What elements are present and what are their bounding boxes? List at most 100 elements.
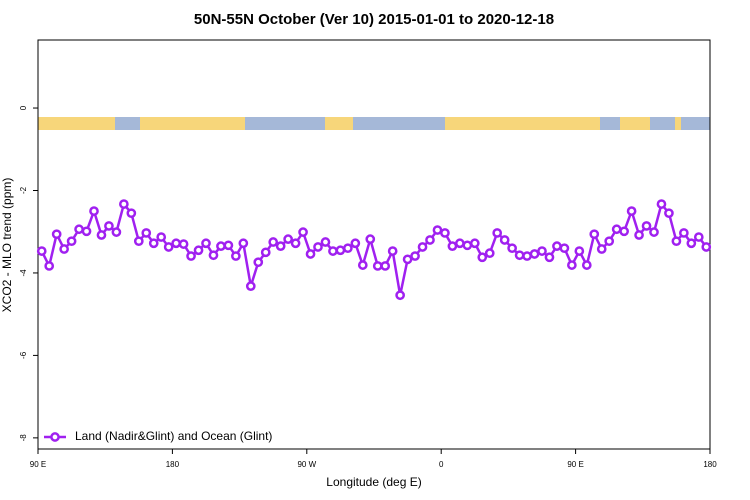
point bbox=[305, 249, 316, 259]
x-tick-label: 180 bbox=[703, 460, 717, 469]
point bbox=[537, 246, 547, 256]
point bbox=[380, 261, 391, 271]
y-tick-label: -8 bbox=[19, 434, 28, 442]
point bbox=[231, 251, 241, 261]
point bbox=[693, 232, 704, 242]
point bbox=[216, 241, 226, 251]
point bbox=[492, 228, 503, 238]
point bbox=[529, 249, 540, 259]
point bbox=[260, 247, 271, 258]
point bbox=[410, 251, 420, 261]
point bbox=[36, 246, 47, 256]
point bbox=[238, 238, 249, 249]
y-tick-label: -4 bbox=[19, 269, 28, 277]
point bbox=[298, 227, 308, 237]
point bbox=[589, 229, 600, 240]
point bbox=[372, 261, 383, 271]
series-line bbox=[40, 201, 708, 296]
point bbox=[186, 251, 196, 261]
point bbox=[567, 260, 577, 270]
point bbox=[432, 225, 443, 235]
point bbox=[686, 238, 697, 249]
point bbox=[596, 244, 607, 254]
point bbox=[552, 241, 562, 251]
y-axis-label: XCO2 - MLO trend (ppm) bbox=[0, 178, 14, 313]
point bbox=[320, 237, 331, 247]
y-tick-label: -2 bbox=[19, 186, 28, 194]
point bbox=[656, 199, 667, 209]
point bbox=[514, 250, 525, 261]
point bbox=[641, 221, 652, 231]
point bbox=[507, 243, 517, 254]
point bbox=[440, 228, 450, 238]
x-tick-label: 90 E bbox=[567, 460, 583, 469]
point bbox=[365, 234, 376, 244]
point bbox=[223, 240, 234, 251]
point bbox=[313, 242, 323, 252]
point bbox=[178, 239, 189, 249]
point bbox=[350, 238, 361, 249]
point bbox=[119, 199, 129, 209]
point bbox=[559, 243, 570, 254]
point bbox=[74, 224, 84, 235]
point bbox=[283, 234, 293, 244]
point bbox=[51, 229, 62, 240]
point bbox=[171, 238, 181, 249]
point bbox=[89, 206, 99, 216]
point bbox=[148, 238, 159, 249]
point bbox=[163, 242, 174, 252]
point bbox=[275, 241, 286, 251]
point bbox=[455, 238, 465, 249]
point bbox=[253, 257, 264, 268]
point bbox=[649, 227, 659, 237]
point bbox=[66, 236, 77, 247]
point bbox=[604, 236, 615, 247]
point bbox=[417, 242, 428, 252]
point bbox=[499, 235, 510, 245]
point bbox=[701, 242, 712, 252]
point bbox=[447, 241, 458, 251]
point bbox=[387, 246, 398, 256]
legend-label: Land (Nadir&Glint) and Ocean (Glint) bbox=[75, 429, 272, 443]
point bbox=[522, 251, 532, 261]
point bbox=[395, 290, 405, 301]
point bbox=[634, 230, 644, 240]
x-tick-label: 0 bbox=[439, 460, 444, 469]
point bbox=[619, 226, 629, 237]
point bbox=[328, 246, 338, 256]
point bbox=[679, 228, 689, 238]
point bbox=[104, 221, 114, 231]
point bbox=[664, 208, 674, 219]
x-tick-label: 90 W bbox=[297, 460, 316, 469]
point bbox=[574, 246, 585, 256]
point bbox=[611, 224, 622, 235]
point bbox=[208, 250, 219, 261]
point bbox=[544, 252, 555, 263]
point bbox=[96, 230, 107, 240]
point bbox=[469, 238, 480, 249]
point bbox=[126, 208, 137, 219]
point bbox=[425, 235, 435, 245]
point bbox=[343, 243, 353, 254]
x-tick-label: 180 bbox=[166, 460, 180, 469]
point bbox=[462, 240, 473, 251]
point bbox=[141, 228, 152, 238]
land-ocean-strip bbox=[38, 117, 710, 130]
point bbox=[290, 238, 301, 249]
point bbox=[671, 236, 682, 247]
point bbox=[245, 281, 256, 291]
point bbox=[402, 254, 413, 265]
point bbox=[81, 226, 92, 237]
point bbox=[581, 260, 592, 270]
y-tick-label: 0 bbox=[19, 105, 28, 110]
point bbox=[133, 236, 144, 247]
x-tick-label: 90 E bbox=[30, 460, 46, 469]
point bbox=[44, 261, 55, 271]
point bbox=[156, 232, 167, 242]
point bbox=[111, 227, 122, 237]
point bbox=[59, 244, 69, 254]
y-tick-label: -6 bbox=[19, 351, 28, 359]
x-axis-label: Longitude (deg E) bbox=[326, 475, 421, 489]
point bbox=[357, 260, 368, 270]
chart-title: 50N-55N October (Ver 10) 2015-01-01 to 2… bbox=[194, 11, 554, 28]
